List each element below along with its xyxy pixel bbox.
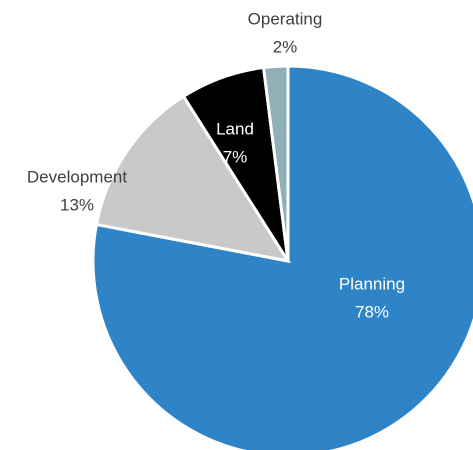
slice-label: Land — [216, 119, 254, 138]
slice-label: Development — [27, 167, 127, 186]
slice-label: Operating — [248, 9, 323, 28]
slice-value-label: 2% — [273, 37, 298, 56]
pie-slice — [261, 64, 290, 262]
pie-slice — [91, 64, 473, 450]
slice-label: Planning — [339, 274, 405, 293]
slice-value-label: 78% — [355, 302, 389, 321]
slice-value-label: 7% — [223, 147, 248, 166]
pie-slice — [94, 94, 292, 264]
slice-value-label: 13% — [60, 195, 94, 214]
